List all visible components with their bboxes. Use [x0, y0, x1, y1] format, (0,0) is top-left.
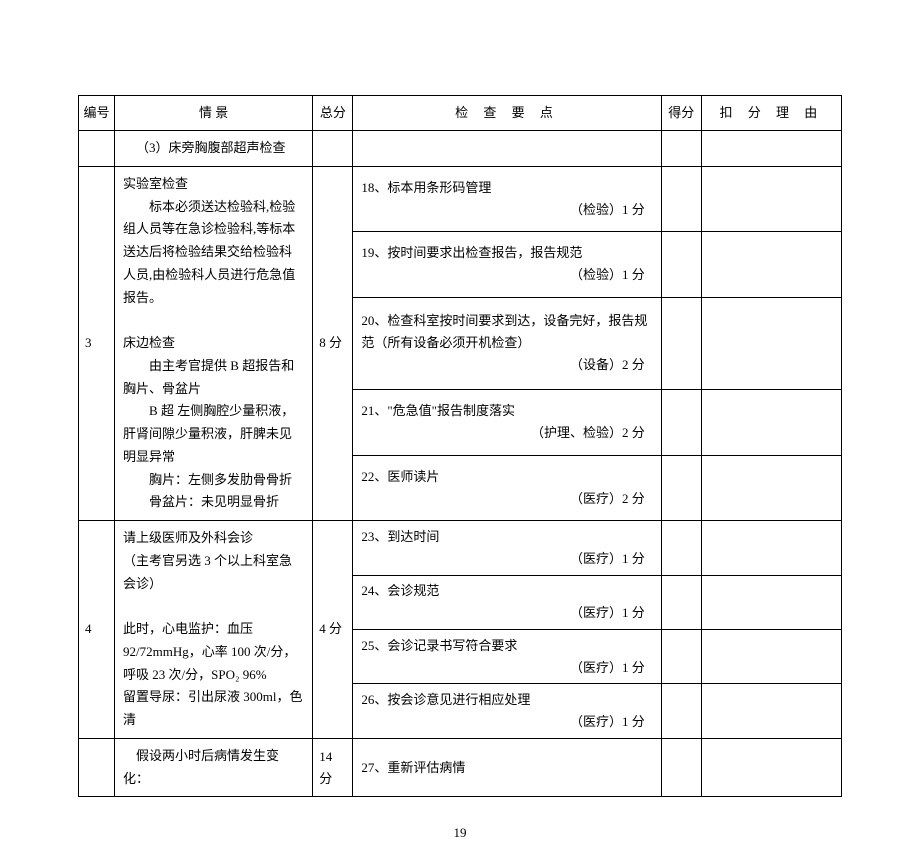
cell-score	[661, 575, 701, 629]
header-num: 编号	[79, 96, 115, 131]
table-row: 3 实验室检查 标本必须送达检验科,检验组人员等在急诊检验科,等标本送达后将检验…	[79, 166, 842, 231]
header-score: 得分	[661, 96, 701, 131]
cell-total: 8 分	[313, 166, 353, 520]
cell-check	[353, 131, 661, 167]
cell-num: 3	[79, 166, 115, 520]
cell-scene: （3）床旁胸腹部超声检查	[115, 131, 313, 167]
cell-check: 27、重新评估病情	[353, 738, 661, 797]
cell-check: 21、"危急值"报告制度落实 （护理、检验）2 分	[353, 390, 661, 455]
scene-line: B 超 左侧胸腔少量积液，肝肾间隙少量积液，肝脾未见明显异常	[123, 400, 304, 468]
check-points: （检验）1 分	[361, 264, 652, 286]
cell-reason	[701, 131, 841, 167]
cell-check: 22、医师读片 （医疗）2 分	[353, 455, 661, 520]
page-number: 19	[78, 825, 842, 841]
check-title: 18、标本用条形码管理	[361, 177, 652, 199]
cell-reason	[701, 232, 841, 297]
cell-check: 26、按会诊意见进行相应处理 （医疗）1 分	[353, 684, 661, 738]
cell-score	[661, 232, 701, 297]
check-title: 24、会诊规范	[361, 580, 652, 602]
cell-total: 14 分	[313, 738, 353, 797]
scene-line: 由主考官提供 B 超报告和胸片、骨盆片	[123, 355, 304, 401]
cell-check: 18、标本用条形码管理 （检验）1 分	[353, 166, 661, 231]
header-scene: 情 景	[115, 96, 313, 131]
cell-reason	[701, 455, 841, 520]
check-points: （医疗）1 分	[361, 602, 652, 624]
check-points: （护理、检验）2 分	[361, 422, 652, 444]
cell-reason	[701, 738, 841, 797]
check-points: （检验）1 分	[361, 199, 652, 221]
cell-reason	[701, 684, 841, 738]
scene-line: 请上级医师及外科会诊	[123, 530, 253, 545]
cell-reason	[701, 390, 841, 455]
header-check: 检 查 要 点	[353, 96, 661, 131]
cell-reason	[701, 629, 841, 683]
table-row: 假设两小时后病情发生变化： 14 分 27、重新评估病情	[79, 738, 842, 797]
scene-line: 床边检查	[123, 335, 175, 350]
check-title: 26、按会诊意见进行相应处理	[361, 689, 652, 711]
cell-total	[313, 131, 353, 167]
cell-check: 25、会诊记录书写符合要求 （医疗）1 分	[353, 629, 661, 683]
cell-num	[79, 738, 115, 797]
check-points: （医疗）1 分	[361, 711, 652, 733]
scene-line: 实验室检查	[123, 176, 188, 191]
check-title: 23、到达时间	[361, 526, 652, 548]
cell-scene: 请上级医师及外科会诊 （主考官另选 3 个以上科室急会诊） 此时，心电监护：血压…	[115, 521, 313, 739]
scene-line: 骨盆片：未见明显骨折	[123, 491, 304, 514]
cell-scene: 假设两小时后病情发生变化：	[115, 738, 313, 797]
cell-check: 23、到达时间 （医疗）1 分	[353, 521, 661, 575]
header-total: 总分	[313, 96, 353, 131]
cell-score	[661, 629, 701, 683]
cell-scene: 实验室检查 标本必须送达检验科,检验组人员等在急诊检验科,等标本送达后将检验结果…	[115, 166, 313, 520]
table-row: 4 请上级医师及外科会诊 （主考官另选 3 个以上科室急会诊） 此时，心电监护：…	[79, 521, 842, 575]
header-reason: 扣 分 理 由	[701, 96, 841, 131]
check-title: 25、会诊记录书写符合要求	[361, 635, 652, 657]
cell-score	[661, 455, 701, 520]
check-points: （设备）2 分	[361, 354, 652, 376]
cell-score	[661, 521, 701, 575]
cell-reason	[701, 297, 841, 390]
cell-score	[661, 390, 701, 455]
cell-num: 4	[79, 521, 115, 739]
checklist-table: 编号 情 景 总分 检 查 要 点 得分 扣 分 理 由 （3）床旁胸腹部超声检…	[78, 95, 842, 797]
cell-reason	[701, 521, 841, 575]
check-points: （医疗）1 分	[361, 657, 652, 679]
scene-line: 胸片：左侧多发肋骨骨折	[123, 469, 304, 492]
cell-check: 19、按时间要求出检查报告，报告规范 （检验）1 分	[353, 232, 661, 297]
cell-score	[661, 166, 701, 231]
cell-check: 24、会诊规范 （医疗）1 分	[353, 575, 661, 629]
cell-num	[79, 131, 115, 167]
check-title: 21、"危急值"报告制度落实	[361, 400, 652, 422]
scene-line: 此时，心电监护：血压 92/72mmHg，心率 100 次/分，呼吸 23 次/…	[123, 621, 296, 682]
header-row: 编号 情 景 总分 检 查 要 点 得分 扣 分 理 由	[79, 96, 842, 131]
cell-reason	[701, 575, 841, 629]
cell-score	[661, 684, 701, 738]
cell-score	[661, 738, 701, 797]
check-title: 22、医师读片	[361, 466, 652, 488]
table-row: （3）床旁胸腹部超声检查	[79, 131, 842, 167]
cell-score	[661, 297, 701, 390]
scene-line: （主考官另选 3 个以上科室急会诊）	[123, 553, 292, 591]
check-points: （医疗）1 分	[361, 548, 652, 570]
check-title: 20、检查科室按时间要求到达，设备完好，报告规范（所有设备必须开机检查）	[361, 310, 652, 354]
scene-line: 留置导尿：引出尿液 300ml，色清	[123, 689, 302, 727]
cell-score	[661, 131, 701, 167]
check-points: （医疗）2 分	[361, 488, 652, 510]
scene-line: 标本必须送达检验科,检验组人员等在急诊检验科,等标本送达后将检验结果交给检验科人…	[123, 196, 304, 310]
cell-total: 4 分	[313, 521, 353, 739]
cell-check: 20、检查科室按时间要求到达，设备完好，报告规范（所有设备必须开机检查） （设备…	[353, 297, 661, 390]
cell-reason	[701, 166, 841, 231]
check-title: 19、按时间要求出检查报告，报告规范	[361, 242, 652, 264]
